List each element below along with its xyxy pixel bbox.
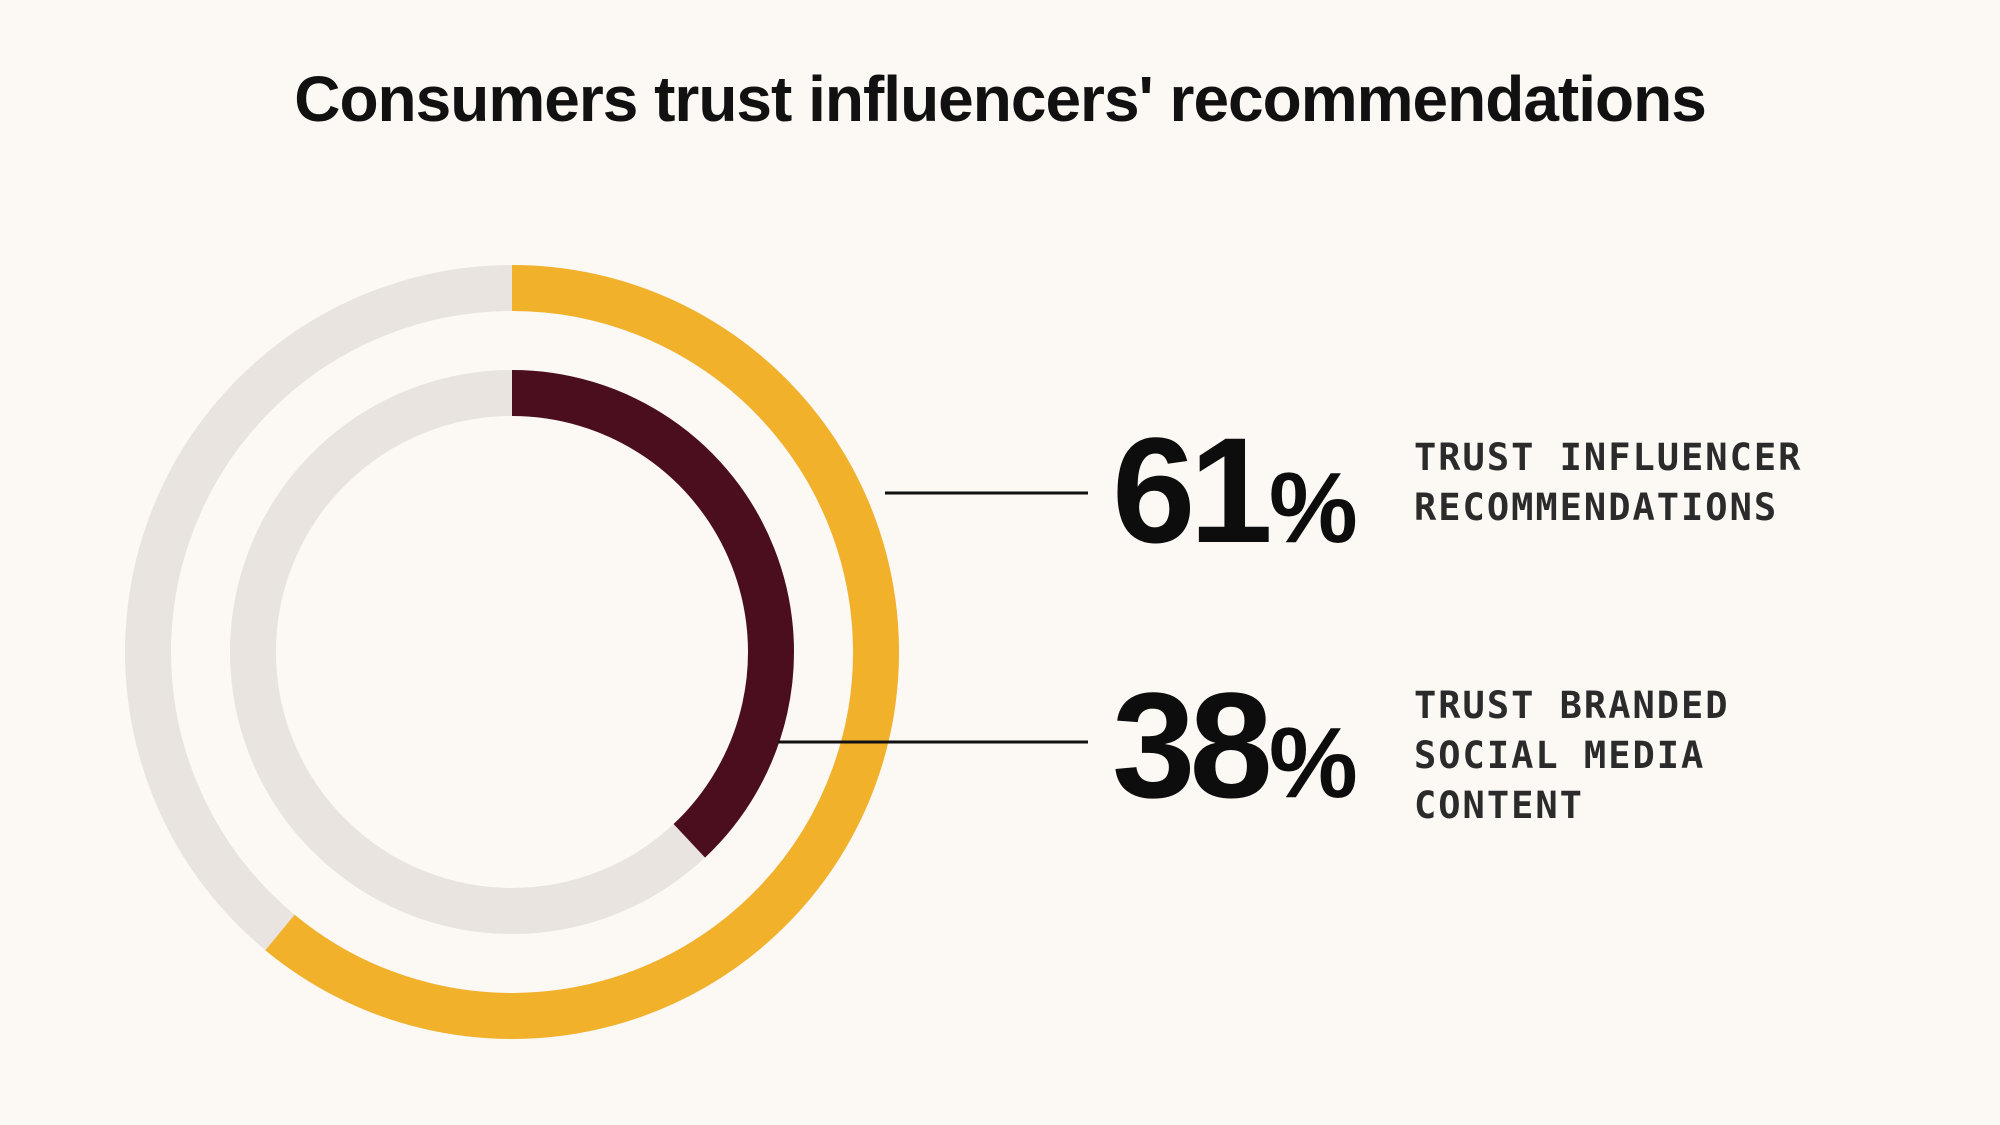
stat-number: 38 — [1112, 661, 1273, 829]
stat-value-branded: 38% — [1112, 670, 1358, 820]
stat-unit: % — [1268, 707, 1358, 819]
stat-value-influencers: 61% — [1112, 415, 1358, 565]
stat-number: 61 — [1112, 406, 1273, 574]
inner-ring-value-arc — [511, 370, 794, 858]
stat-label-branded: TRUST BRANDED SOCIAL MEDIA CONTENT — [1414, 684, 1730, 827]
outer-ring-value-arc — [265, 265, 899, 1039]
stat-label-influencers: TRUST INFLUENCER RECOMMENDATIONS — [1414, 436, 1803, 529]
chart-title: Consumers trust influencers' recommendat… — [294, 63, 1707, 135]
stat-unit: % — [1268, 452, 1358, 564]
